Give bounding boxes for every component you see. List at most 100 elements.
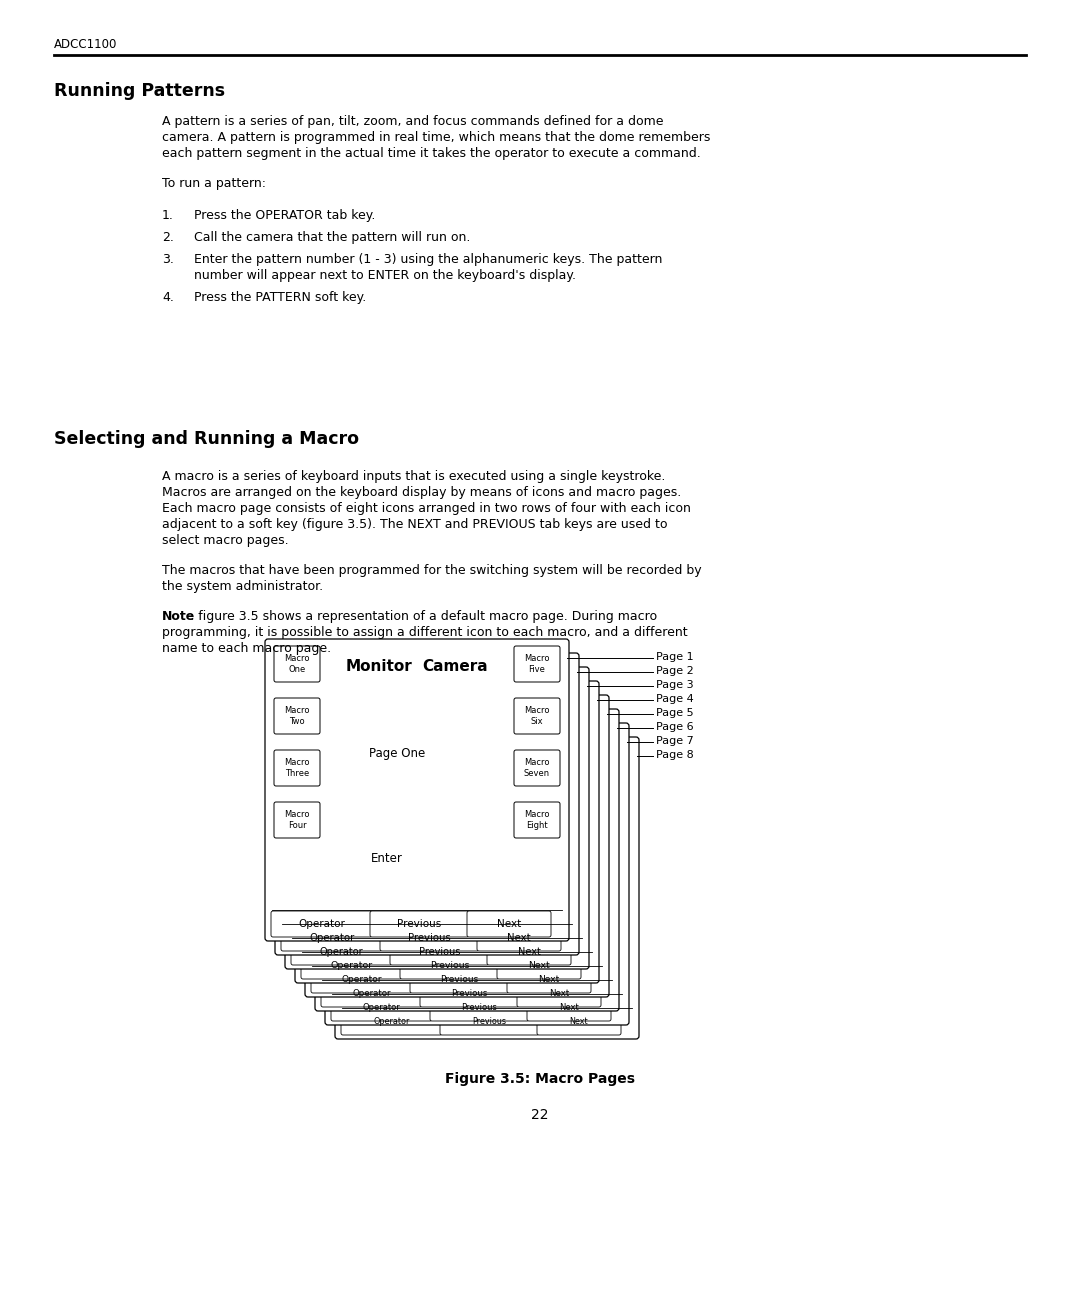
FancyBboxPatch shape xyxy=(274,802,320,838)
FancyBboxPatch shape xyxy=(390,939,489,965)
Text: Operator: Operator xyxy=(320,947,363,957)
Text: Page 6: Page 6 xyxy=(656,722,693,732)
Text: name to each macro page.: name to each macro page. xyxy=(162,642,332,656)
FancyBboxPatch shape xyxy=(291,939,392,965)
FancyBboxPatch shape xyxy=(281,926,382,950)
Text: Next: Next xyxy=(517,947,540,957)
FancyBboxPatch shape xyxy=(527,995,611,1021)
Text: Page 2: Page 2 xyxy=(656,666,693,676)
Text: Previous: Previous xyxy=(451,990,488,999)
FancyBboxPatch shape xyxy=(321,981,422,1007)
Text: Note: Note xyxy=(162,610,195,623)
Text: each pattern segment in the actual time it takes the operator to execute a comma: each pattern segment in the actual time … xyxy=(162,147,701,160)
Text: 3.: 3. xyxy=(162,253,174,266)
FancyBboxPatch shape xyxy=(285,667,589,969)
FancyBboxPatch shape xyxy=(420,981,519,1007)
Text: Macros are arranged on the keyboard display by means of icons and macro pages.: Macros are arranged on the keyboard disp… xyxy=(162,486,681,499)
FancyBboxPatch shape xyxy=(487,939,571,965)
Text: Operator: Operator xyxy=(352,990,391,999)
Text: Figure 3.5: Macro Pages: Figure 3.5: Macro Pages xyxy=(445,1072,635,1086)
Text: Operator: Operator xyxy=(341,975,381,985)
Text: Next: Next xyxy=(508,933,531,943)
FancyBboxPatch shape xyxy=(330,995,432,1021)
Text: Next: Next xyxy=(549,990,569,999)
Text: Operator: Operator xyxy=(298,919,345,929)
Text: Page One: Page One xyxy=(369,746,426,759)
FancyBboxPatch shape xyxy=(305,695,609,996)
FancyBboxPatch shape xyxy=(341,1009,442,1034)
Text: Macro
Seven: Macro Seven xyxy=(524,758,550,777)
Text: 2.: 2. xyxy=(162,231,174,244)
Text: programming, it is possible to assign a different icon to each macro, and a diff: programming, it is possible to assign a … xyxy=(162,625,688,638)
Text: Running Patterns: Running Patterns xyxy=(54,83,225,100)
FancyBboxPatch shape xyxy=(537,1009,621,1034)
Text: Monitor: Monitor xyxy=(346,658,413,674)
Text: 1.: 1. xyxy=(162,208,174,222)
FancyBboxPatch shape xyxy=(380,926,480,950)
FancyBboxPatch shape xyxy=(497,953,581,979)
Text: Macro
Two: Macro Two xyxy=(284,707,310,726)
Text: Macro
One: Macro One xyxy=(284,654,310,674)
Text: : figure 3.5 shows a representation of a default macro page. During macro: : figure 3.5 shows a representation of a… xyxy=(190,610,657,623)
FancyBboxPatch shape xyxy=(517,981,600,1007)
FancyBboxPatch shape xyxy=(514,646,561,682)
Text: Previous: Previous xyxy=(430,961,469,970)
Text: select macro pages.: select macro pages. xyxy=(162,534,288,547)
Text: Next: Next xyxy=(528,961,550,970)
FancyBboxPatch shape xyxy=(507,968,591,992)
Text: Next: Next xyxy=(538,975,559,985)
Text: Page 4: Page 4 xyxy=(656,694,693,704)
Text: A pattern is a series of pan, tilt, zoom, and focus commands defined for a dome: A pattern is a series of pan, tilt, zoom… xyxy=(162,115,663,128)
FancyBboxPatch shape xyxy=(440,1009,539,1034)
Text: ADCC1100: ADCC1100 xyxy=(54,38,118,51)
Text: Macro
Six: Macro Six xyxy=(524,707,550,726)
Text: Page 3: Page 3 xyxy=(656,680,693,690)
Text: Operator: Operator xyxy=(309,933,354,943)
Text: To run a pattern:: To run a pattern: xyxy=(162,177,266,190)
Text: Macro
Four: Macro Four xyxy=(284,810,310,830)
Text: Previous: Previous xyxy=(397,919,442,929)
Text: Press the OPERATOR tab key.: Press the OPERATOR tab key. xyxy=(194,208,376,222)
FancyBboxPatch shape xyxy=(275,653,579,954)
FancyBboxPatch shape xyxy=(514,697,561,734)
Text: Previous: Previous xyxy=(408,933,450,943)
Text: 4.: 4. xyxy=(162,291,174,304)
Text: Page 5: Page 5 xyxy=(656,708,693,718)
Text: Enter the pattern number (1 - 3) using the alphanumeric keys. The pattern: Enter the pattern number (1 - 3) using t… xyxy=(194,253,662,266)
Text: adjacent to a soft key (figure 3.5). The NEXT and PREVIOUS tab keys are used to: adjacent to a soft key (figure 3.5). The… xyxy=(162,518,667,531)
Text: Macro
Three: Macro Three xyxy=(284,758,310,777)
Text: the system administrator.: the system administrator. xyxy=(162,579,323,593)
Text: Press the PATTERN soft key.: Press the PATTERN soft key. xyxy=(194,291,366,304)
FancyBboxPatch shape xyxy=(335,737,639,1040)
FancyBboxPatch shape xyxy=(274,646,320,682)
FancyBboxPatch shape xyxy=(370,911,469,937)
FancyBboxPatch shape xyxy=(315,709,619,1011)
Text: camera. A pattern is programmed in real time, which means that the dome remember: camera. A pattern is programmed in real … xyxy=(162,131,711,144)
FancyBboxPatch shape xyxy=(311,968,411,992)
FancyBboxPatch shape xyxy=(301,953,402,979)
Text: Operator: Operator xyxy=(363,1003,401,1012)
Text: Previous: Previous xyxy=(461,1003,498,1012)
Text: Next: Next xyxy=(559,1003,579,1012)
Text: A macro is a series of keyboard inputs that is executed using a single keystroke: A macro is a series of keyboard inputs t… xyxy=(162,471,665,482)
FancyBboxPatch shape xyxy=(467,911,551,937)
FancyBboxPatch shape xyxy=(274,750,320,787)
FancyBboxPatch shape xyxy=(477,926,561,950)
Text: Previous: Previous xyxy=(473,1017,507,1027)
Text: Each macro page consists of eight icons arranged in two rows of four with each i: Each macro page consists of eight icons … xyxy=(162,502,691,515)
FancyBboxPatch shape xyxy=(271,911,372,937)
Text: Next: Next xyxy=(497,919,522,929)
Text: Selecting and Running a Macro: Selecting and Running a Macro xyxy=(54,430,359,448)
FancyBboxPatch shape xyxy=(400,953,499,979)
FancyBboxPatch shape xyxy=(295,680,599,983)
FancyBboxPatch shape xyxy=(265,638,569,941)
FancyBboxPatch shape xyxy=(514,750,561,787)
Text: Enter: Enter xyxy=(372,852,403,864)
Text: The macros that have been programmed for the switching system will be recorded b: The macros that have been programmed for… xyxy=(162,564,702,577)
Text: Operator: Operator xyxy=(330,961,373,970)
Text: 22: 22 xyxy=(531,1108,549,1122)
Text: Previous: Previous xyxy=(441,975,478,985)
Text: Next: Next xyxy=(569,1017,589,1027)
FancyBboxPatch shape xyxy=(410,968,509,992)
FancyBboxPatch shape xyxy=(514,802,561,838)
